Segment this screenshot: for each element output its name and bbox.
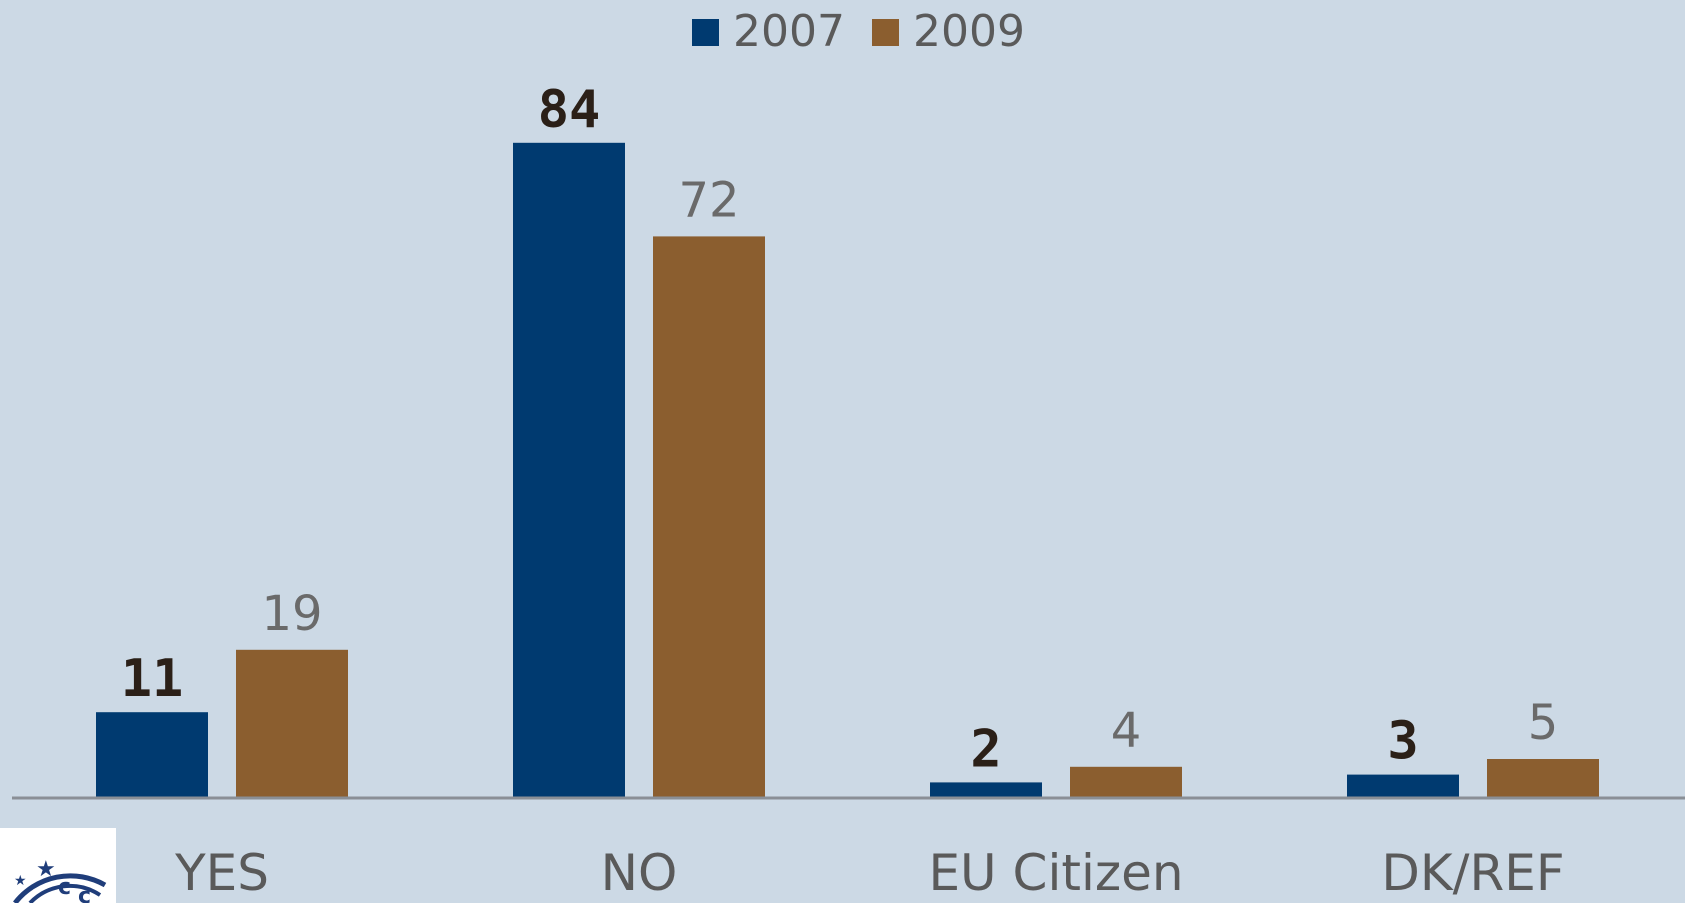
legend: 2007 2009: [692, 6, 1025, 57]
legend-label-2007: 2007: [733, 6, 845, 57]
category-label-yes: YES: [174, 844, 269, 902]
category-label-no: NO: [601, 844, 678, 902]
svg-text:c: c: [78, 884, 91, 903]
value-label-2007-eu-citizen: 2: [970, 719, 1001, 779]
bar-2007-eu-citizen: [930, 782, 1042, 798]
value-label-2007-yes: 11: [121, 649, 184, 709]
value-label-2009-no: 72: [678, 172, 739, 228]
legend-swatch-2007: [692, 19, 719, 46]
bar-2007-no: [513, 142, 625, 799]
value-label-2007-no: 84: [538, 80, 601, 140]
category-label-dk-ref: DK/REF: [1381, 844, 1564, 902]
bar-2009-no: [653, 236, 765, 798]
category-label-eu-citizen: EU Citizen: [928, 844, 1183, 902]
bar-2009-eu-citizen: [1070, 766, 1182, 798]
value-label-2007-dk-ref: 3: [1387, 712, 1418, 772]
bar-2009-dk-ref: [1487, 759, 1599, 798]
category-labels: YES NO EU Citizen DK/REF: [174, 844, 1565, 902]
legend-label-2009: 2009: [913, 6, 1025, 57]
value-labels: 11 19 84 72 2 4 3 5: [121, 80, 1559, 780]
bar-2007-dk-ref: [1347, 774, 1459, 798]
value-label-2009-eu-citizen: 4: [1111, 703, 1142, 759]
bars: [96, 142, 1599, 799]
bar-2009-yes: [236, 649, 348, 798]
legend-swatch-2009: [872, 19, 899, 46]
svg-text:c: c: [58, 875, 71, 900]
svg-text:★: ★: [14, 873, 27, 889]
eu-stars-logo-icon: ★ ★ c c: [0, 828, 116, 903]
value-label-2009-yes: 19: [261, 586, 322, 642]
value-label-2009-dk-ref: 5: [1528, 695, 1559, 751]
bar-2007-yes: [96, 712, 208, 798]
svg-text:★: ★: [36, 857, 56, 882]
